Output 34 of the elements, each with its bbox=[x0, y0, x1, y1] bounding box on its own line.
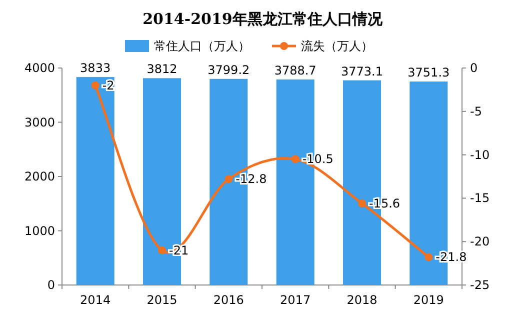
chart-title: 2014-2019年黑龙江常住人口情况 bbox=[142, 10, 384, 28]
point bbox=[358, 199, 366, 208]
y-tick-label: 4000 bbox=[24, 61, 55, 75]
data-label: 3788.7 bbox=[274, 63, 316, 78]
point bbox=[291, 155, 300, 164]
x-tick-label: 2015 bbox=[146, 293, 178, 307]
legend-label: 常住人口（万人） bbox=[154, 39, 250, 53]
y2-tick-label: -5 bbox=[470, 104, 482, 118]
data-label: -21 bbox=[169, 243, 189, 258]
x-tick-label: 2017 bbox=[280, 293, 311, 307]
y2-tick-label: -20 bbox=[470, 234, 490, 249]
data-label: 3751.3 bbox=[408, 65, 450, 80]
y2-tick-label: -10 bbox=[470, 148, 490, 162]
y2-tick-label: -25 bbox=[470, 278, 490, 292]
y-tick-label: 1000 bbox=[24, 224, 55, 238]
point bbox=[224, 175, 233, 184]
point bbox=[424, 253, 433, 262]
y2-tick-label: -15 bbox=[470, 191, 490, 206]
y-tick-label: 3000 bbox=[24, 115, 55, 130]
data-label: -2 bbox=[102, 78, 114, 92]
point bbox=[158, 246, 166, 254]
data-label: 3833 bbox=[80, 61, 111, 76]
y-tick-label: 0 bbox=[47, 278, 55, 292]
x-tick-label: 2018 bbox=[346, 293, 378, 307]
x-tick-label: 2014 bbox=[80, 293, 111, 307]
x-tick-label: 2019 bbox=[413, 293, 444, 307]
y-tick-label: 2000 bbox=[24, 170, 55, 184]
data-label: 3799.2 bbox=[208, 62, 250, 77]
data-label: 3812 bbox=[146, 62, 178, 76]
legend-label: 流失（万人） bbox=[301, 39, 373, 53]
point bbox=[91, 81, 100, 90]
data-label: 3773.1 bbox=[341, 64, 383, 78]
y2-tick-label: 0 bbox=[470, 61, 478, 75]
x-tick-label: 2016 bbox=[213, 293, 244, 307]
